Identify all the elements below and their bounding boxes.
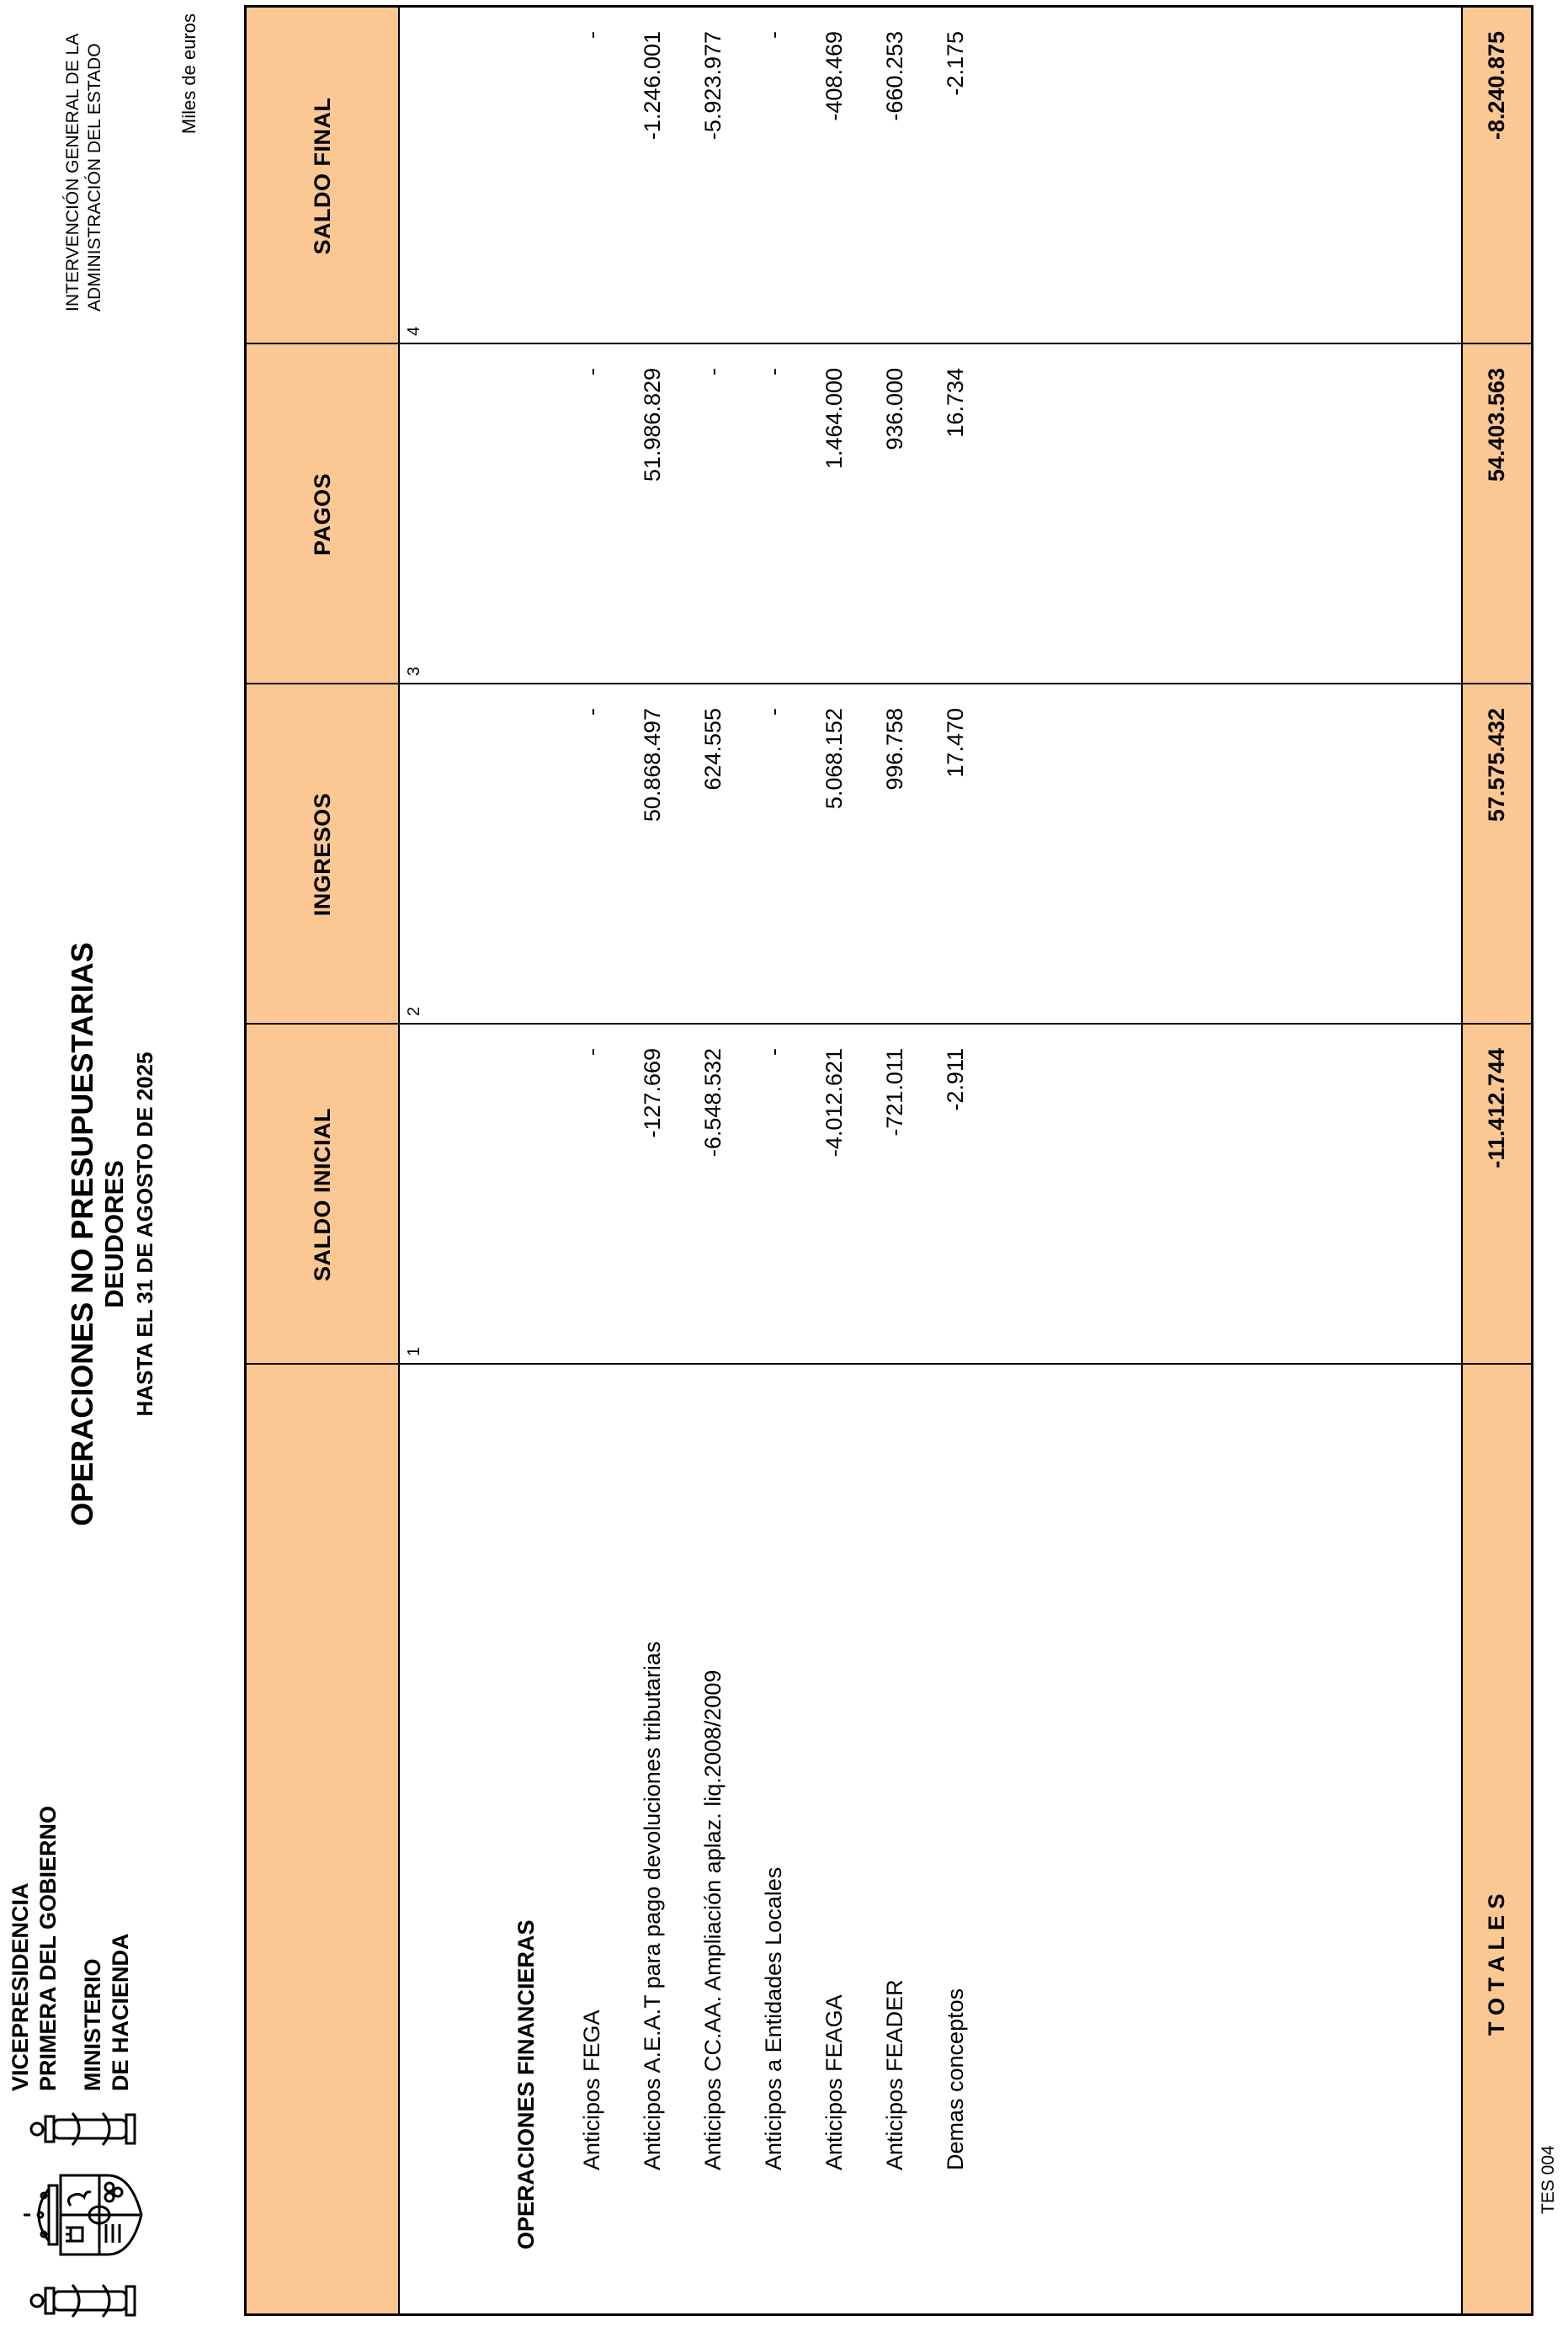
form-code: TES 004 [1539,2145,1558,2214]
ministry-line-1: VICEPRESIDENCIA [8,1882,33,2091]
total-saldo-final: -8.240.875 [1484,31,1509,141]
column-numbers-row: 1 2 3 4 [405,8,428,2313]
igae-line-2: ADMINISTRACIÓN DEL ESTADO [85,43,104,311]
row-label: Anticipos a Entidades Locales [760,1866,786,2170]
row-label: Demas conceptos [942,1988,968,2170]
cell-ingresos: 17.470 [942,708,968,778]
igae-header: INTERVENCIÓN GENERAL DE LA ADMINISTRACIÓ… [62,34,106,311]
report-title: OPERACIONES NO PRESUPUESTARIAS DEUDORES … [65,721,158,1748]
cell-pagos: - [578,368,604,375]
cell-saldo-inicial: -6.548.532 [699,1048,726,1158]
cell-saldo-inicial: -721.011 [881,1048,907,1137]
cell-saldo-final: -1.246.001 [639,31,665,141]
title-line-3: HASTA EL 31 DE AGOSTO DE 2025 [132,1051,157,1417]
ministry-line-3: MINISTERIO [80,1958,105,2091]
table-row: Anticipos FEAGA -4.012.621 5.068.152 1.4… [807,8,861,2313]
header-saldo-inicial: SALDO INICIAL [309,1108,335,1281]
cell-saldo-final: - [760,31,786,39]
table-row: Anticipos a Entidades Locales - - - - [747,8,800,2313]
header-saldo-final: SALDO FINAL [309,97,335,255]
spacer [62,1806,79,2091]
totals-label: T O T A L E S [1484,1893,1509,2036]
cell-pagos: - [699,368,726,375]
cell-pagos: - [760,368,786,375]
operations-table: SALDO INICIAL INGRESOS PAGOS SALDO FINAL… [244,5,1533,2316]
cell-pagos: 936.000 [881,368,907,450]
cell-ingresos: 50.868.497 [639,708,665,822]
column-number-3: 3 [405,666,423,676]
column-divider [247,343,1531,344]
header-pagos: PAGOS [309,473,335,556]
row-label: Anticipos FEADER [881,1979,907,2170]
cell-saldo-final: -2.175 [942,31,968,96]
table-header-row: SALDO INICIAL INGRESOS PAGOS SALDO FINAL [247,8,400,2313]
column-number-2: 2 [405,1006,423,1016]
column-divider [247,1363,1531,1365]
cell-pagos: 51.986.829 [639,368,665,482]
total-ingresos: 57.575.432 [1484,708,1509,822]
totals-row: T O T A L E S -11.412.744 57.575.432 54.… [1461,8,1531,2313]
title-line-1: OPERACIONES NO PRESUPUESTARIAS [65,942,99,1526]
section-row: OPERACIONES FINANCIERAS [499,8,553,2313]
row-label: Anticipos FEAGA [821,1994,847,2170]
cell-saldo-final: -5.923.977 [699,31,726,141]
cell-saldo-inicial: - [760,1048,786,1056]
cell-saldo-final: -660.253 [881,31,907,121]
igae-line-1: INTERVENCIÓN GENERAL DE LA [63,33,82,311]
cell-saldo-inicial: -2.911 [942,1048,968,1111]
table-row: Anticipos FEADER -721.011 996.758 936.00… [868,8,922,2313]
cell-ingresos: 5.068.152 [821,708,847,810]
total-pagos: 54.403.563 [1484,368,1509,482]
column-number-blank [405,1365,428,2313]
column-number-4: 4 [405,326,423,336]
cell-saldo-final: - [578,31,604,39]
cell-pagos: 16.734 [942,368,968,438]
cell-pagos: 1.464.000 [821,368,847,470]
cell-saldo-final: -408.469 [821,31,847,121]
table-row: Demas conceptos -2.911 17.470 16.734 -2.… [928,8,982,2313]
total-saldo-inicial: -11.412.744 [1484,1048,1509,1168]
cell-saldo-inicial: -4.012.621 [821,1048,847,1158]
section-title: OPERACIONES FINANCIERAS [513,1919,539,2249]
cell-ingresos: - [578,708,604,716]
ministry-line-2: PRIMERA DEL GOBIERNO [35,1805,61,2091]
row-label: Anticipos FEGA [578,2010,604,2170]
header-ingresos: INGRESOS [309,792,335,917]
cell-ingresos: 996.758 [881,708,907,791]
column-divider [247,1023,1531,1025]
column-divider [247,683,1531,684]
ministry-header: VICEPRESIDENCIA PRIMERA DEL GOBIERNO MIN… [7,1806,135,2091]
spain-coat-of-arms-icon [24,2112,143,2318]
cell-saldo-inicial: -127.669 [639,1048,665,1138]
ministry-line-4: DE HACIENDA [108,1933,133,2091]
title-line-2: DEUDORES [99,1160,129,1308]
table-row: Anticipos CC.AA. Ampliación aplaz. liq.2… [686,8,740,2313]
units-note: Miles de euros [178,13,199,135]
cell-ingresos: 624.555 [699,708,726,791]
column-number-1: 1 [405,1346,423,1356]
row-label: Anticipos CC.AA. Ampliación aplaz. liq.2… [699,1669,726,2170]
header-concepts [247,1365,398,2313]
cell-saldo-inicial: - [578,1048,604,1056]
row-label: Anticipos A.E.A.T para pago devoluciones… [639,1641,665,2170]
cell-ingresos: - [760,708,786,716]
table-row: Anticipos A.E.A.T para pago devoluciones… [625,8,679,2313]
table-row: Anticipos FEGA - - - - [565,8,619,2313]
